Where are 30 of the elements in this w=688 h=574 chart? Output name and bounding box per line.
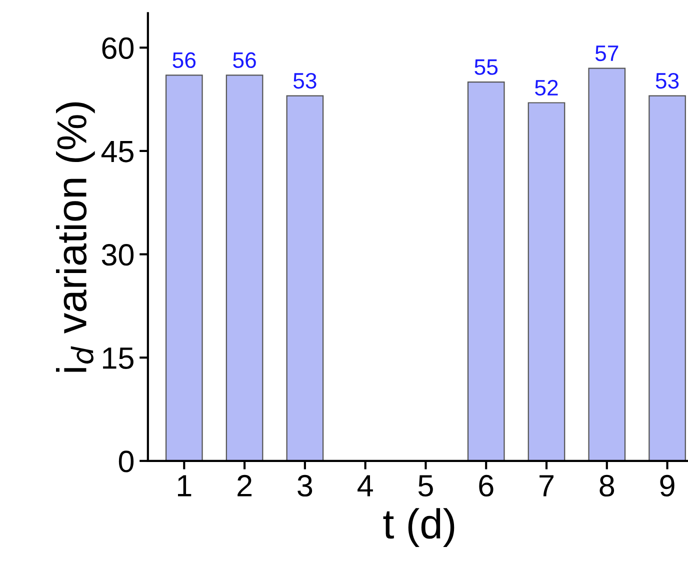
data-label: 53 — [293, 72, 316, 89]
data-label: 55 — [474, 59, 498, 75]
x-tick-label: 5 — [418, 475, 433, 497]
y-tick-label: 60 — [102, 37, 134, 60]
data-label: 57 — [595, 46, 618, 62]
y-tick-label: 45 — [101, 141, 134, 162]
bar — [286, 95, 324, 461]
x-tick-label: 8 — [600, 474, 614, 497]
x-tick-label: 3 — [298, 474, 312, 497]
bar — [165, 74, 203, 461]
x-tick-label: 9 — [660, 474, 674, 497]
x-tick-label: 1 — [178, 475, 192, 496]
bar — [588, 68, 626, 461]
y-axis-title: i$_{d}$ variation (%) — [56, 102, 95, 372]
data-label: 56 — [172, 52, 196, 68]
data-label: 53 — [656, 72, 679, 89]
data-label: 52 — [535, 80, 558, 96]
y-tick-label: 15 — [103, 348, 134, 369]
y-tick-label: 0 — [118, 450, 134, 472]
x-tick-label: 4 — [358, 475, 373, 496]
x-tick-label: 7 — [540, 475, 554, 496]
data-label: 56 — [233, 52, 256, 68]
bar — [528, 102, 566, 461]
bar — [467, 82, 505, 461]
bar — [226, 74, 264, 461]
y-tick-label: 30 — [102, 244, 134, 266]
x-tick-label: 2 — [238, 474, 252, 496]
x-tick-label: 6 — [479, 474, 494, 497]
bar — [648, 95, 686, 461]
x-axis-title: t (d) — [383, 508, 454, 547]
